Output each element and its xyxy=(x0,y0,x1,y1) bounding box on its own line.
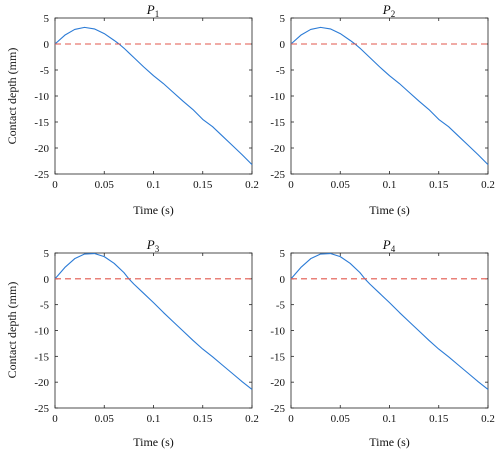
y-tick-label: -5 xyxy=(40,300,50,312)
y-tick-label: -20 xyxy=(270,377,285,389)
x-tick-label: 0.15 xyxy=(429,413,449,425)
y-tick-label: -5 xyxy=(276,300,286,312)
y-tick-label: 5 xyxy=(280,13,286,25)
x-tick-label: 0.15 xyxy=(429,179,449,191)
subplot-3: 0 0.05 0.1 0.15 0.2 5 0 -5 -10 -15 -20 -25 P3 Time (s… xyxy=(5,237,259,449)
y-tick-label: 0 xyxy=(280,39,286,51)
y-tick-label: -10 xyxy=(34,326,49,338)
subplot-title: P3 xyxy=(146,237,160,254)
x-tick-label: 0.1 xyxy=(383,413,397,425)
y-tick-label: -25 xyxy=(34,169,49,181)
y-tick-label: -15 xyxy=(34,117,49,129)
y-tick-label: -10 xyxy=(270,91,285,103)
subplot-4: 0 0.05 0.1 0.15 0.2 5 0 -5 -10 -15 -20 -25 P4 Time (s… xyxy=(270,237,495,449)
y-axis-label: Contact depth (mm) xyxy=(5,48,19,145)
x-axis-label: Time (s) xyxy=(133,435,174,449)
y-tick-label: -15 xyxy=(270,351,285,363)
contact-depth-line xyxy=(54,252,253,390)
plot-frame xyxy=(54,17,253,175)
y-tick-label: 5 xyxy=(44,248,50,260)
y-tick-label: 5 xyxy=(44,13,50,25)
x-axis-label: Time (s) xyxy=(369,435,410,449)
y-tick-label: -20 xyxy=(34,143,49,155)
x-tick-label: 0 xyxy=(288,179,294,191)
subplot-title: P2 xyxy=(382,2,395,19)
y-tick-label: -5 xyxy=(40,65,50,77)
x-tick-label: 0.15 xyxy=(193,179,213,191)
y-tick-label: -25 xyxy=(270,403,285,415)
x-tick-label: 0.05 xyxy=(331,413,351,425)
x-tick-label: 0.2 xyxy=(245,413,259,425)
x-tick-label: 0 xyxy=(288,413,294,425)
contact-depth-line xyxy=(54,26,253,166)
x-axis-label: Time (s) xyxy=(133,203,174,217)
x-axis-label: Time (s) xyxy=(369,203,410,217)
plot-frame xyxy=(290,17,489,175)
x-tick-label: 0.05 xyxy=(331,179,351,191)
x-tick-label: 0.1 xyxy=(147,413,161,425)
y-tick-label: -20 xyxy=(270,143,285,155)
contact-depth-line xyxy=(290,252,489,390)
subplot-title: P4 xyxy=(382,237,396,254)
subplot-1: 0 0.05 0.1 0.15 0.2 5 0 -5 -10 -15 -20 -25 P1 Time (s… xyxy=(5,2,259,217)
y-tick-label: -5 xyxy=(276,65,286,77)
y-tick-label: -15 xyxy=(34,351,49,363)
x-tick-label: 0.15 xyxy=(193,413,213,425)
y-tick-label: 0 xyxy=(280,274,286,286)
x-tick-label: 0.05 xyxy=(95,179,115,191)
y-tick-label: -20 xyxy=(34,377,49,389)
y-tick-label: -10 xyxy=(270,326,285,338)
x-tick-label: 0 xyxy=(52,413,58,425)
y-tick-label: -10 xyxy=(34,91,49,103)
x-tick-label: 0 xyxy=(52,179,58,191)
y-tick-label: 0 xyxy=(44,39,50,51)
y-tick-label: -15 xyxy=(270,117,285,129)
y-axis-label: Contact depth (mm) xyxy=(5,282,19,379)
x-tick-label: 0.2 xyxy=(481,179,495,191)
plot-frame xyxy=(290,252,489,409)
y-tick-label: -25 xyxy=(34,403,49,415)
y-tick-label: -25 xyxy=(270,169,285,181)
subplot-2: 0 0.05 0.1 0.15 0.2 5 0 -5 -10 -15 -20 -25 P2 Time (s… xyxy=(270,2,495,217)
contact-depth-line xyxy=(290,26,489,166)
subplot-title: P1 xyxy=(146,2,159,19)
y-tick-label: 5 xyxy=(280,248,286,260)
plot-frame xyxy=(54,252,253,409)
x-tick-label: 0.2 xyxy=(245,179,259,191)
x-tick-label: 0.1 xyxy=(147,179,161,191)
x-tick-label: 0.1 xyxy=(383,179,397,191)
x-tick-label: 0.05 xyxy=(95,413,115,425)
y-tick-label: 0 xyxy=(44,274,50,286)
x-tick-label: 0.2 xyxy=(481,413,495,425)
